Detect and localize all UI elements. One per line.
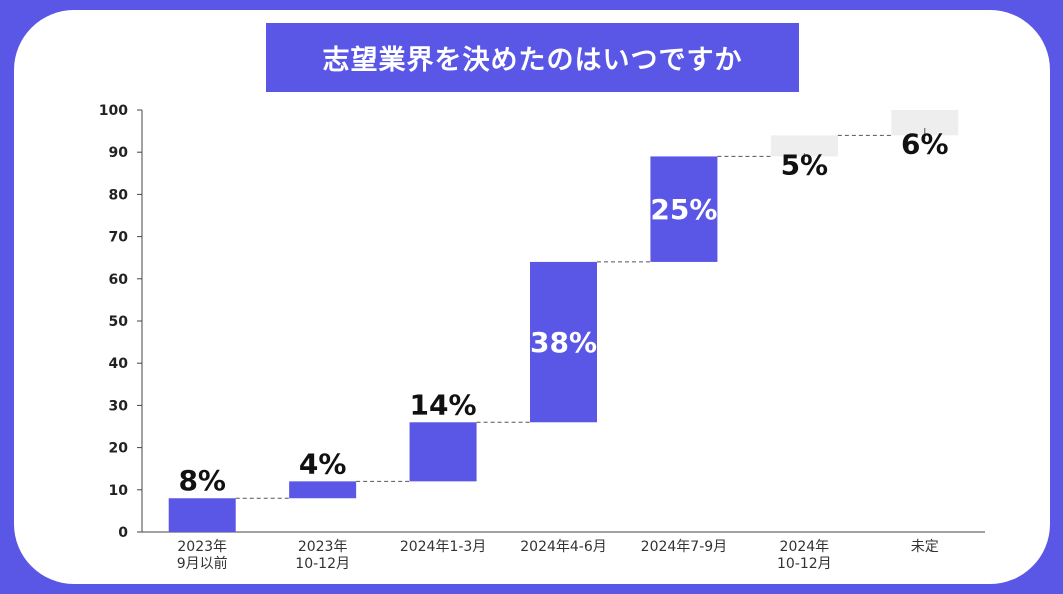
bar-6: [770, 135, 838, 157]
data-label-7: 6%: [901, 127, 949, 160]
x-tick-label: 2024年1-3月: [400, 539, 487, 555]
y-tick-label: 50: [109, 314, 129, 330]
bar-2: [289, 481, 357, 499]
x-tick-label: 2024年4-6月: [520, 539, 607, 555]
data-label-1: 8%: [178, 464, 226, 497]
bar-3: [409, 422, 477, 482]
x-tick-label: 9月以前: [177, 555, 228, 572]
y-tick-label: 10: [109, 483, 129, 499]
x-tick-label: 2024年: [780, 539, 830, 555]
data-label-3: 14%: [410, 388, 477, 421]
x-tick-label: 10-12月: [295, 556, 350, 572]
data-label-6: 5%: [781, 148, 829, 181]
x-tick-label: 未定: [911, 539, 939, 555]
data-label-2: 4%: [299, 447, 347, 480]
bar-5: [650, 156, 718, 262]
chart-title: 志望業界を決めたのはいつですか: [266, 23, 799, 92]
y-tick-label: 40: [109, 356, 129, 372]
y-tick-label: 60: [109, 272, 129, 288]
data-label-4: 38%: [530, 326, 597, 359]
y-tick-label: 80: [109, 187, 129, 203]
y-tick-label: 70: [109, 230, 129, 246]
x-tick-label: 2024年7-9月: [641, 539, 728, 555]
y-tick-label: 90: [109, 145, 129, 161]
x-tick-label: 2023年: [298, 539, 348, 555]
data-label-5: 25%: [650, 193, 717, 226]
y-tick-label: 0: [118, 525, 128, 541]
bar-1: [168, 498, 236, 532]
y-tick-label: 100: [99, 103, 128, 119]
y-tick-label: 20: [109, 441, 129, 457]
bar-4: [530, 261, 597, 423]
x-tick-label: 10-12月: [777, 556, 832, 572]
y-tick-label: 30: [109, 398, 129, 414]
x-tick-label: 2023年: [177, 539, 227, 555]
